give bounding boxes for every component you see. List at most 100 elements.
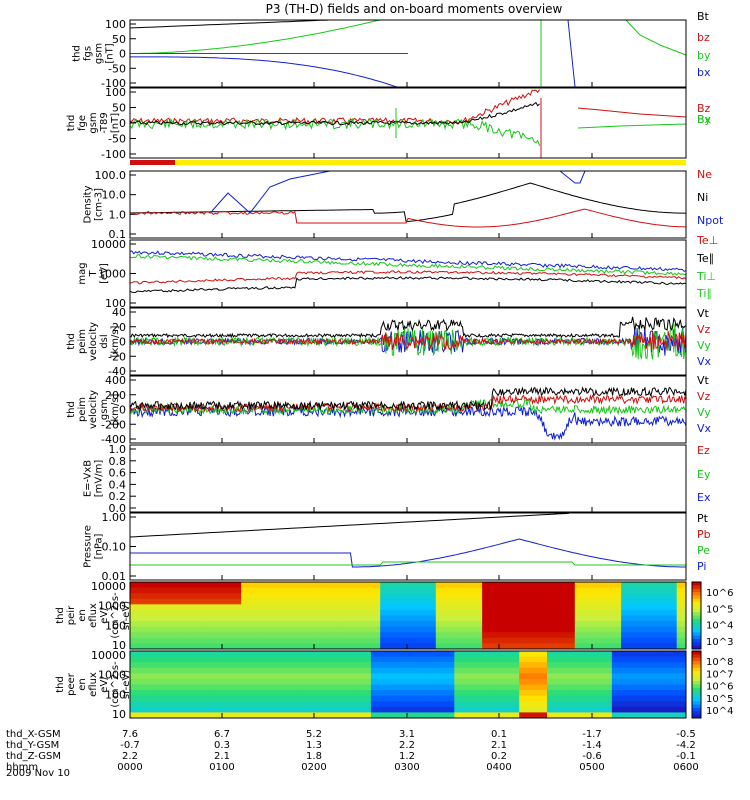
spectrogram-cell — [158, 593, 168, 599]
spectrogram-cell — [352, 593, 362, 599]
spectrogram-cell — [603, 621, 613, 627]
spectrogram-cell — [130, 668, 140, 674]
spectrogram-cell — [538, 690, 548, 696]
spectrogram-cell — [612, 593, 622, 599]
spectrogram-cell — [649, 657, 659, 663]
colorbar: 10^610^510^410^3 — [692, 582, 733, 650]
spectrogram-cell — [667, 668, 677, 674]
spectrogram-cell — [538, 627, 548, 633]
spectrogram-cell — [167, 632, 177, 638]
spectrogram-cell — [204, 673, 214, 679]
spectrogram-cell — [464, 685, 474, 691]
spectrogram-cell — [519, 662, 529, 668]
spectrogram-cell — [223, 690, 233, 696]
spectrogram-cell — [167, 685, 177, 691]
spectrogram-cell — [436, 610, 446, 616]
spectrogram-cell — [556, 582, 566, 588]
spectrogram-cell — [389, 673, 399, 679]
spectrogram-cell — [158, 627, 168, 633]
spectrogram-cell — [566, 593, 576, 599]
spectrogram-cell — [417, 651, 427, 657]
spectrogram-cell — [649, 604, 659, 610]
spectrogram-cell — [325, 638, 335, 644]
y-axis-label: thd — [66, 115, 77, 132]
spectrogram-cell — [473, 632, 483, 638]
spectrogram-cell — [427, 638, 437, 644]
spectrogram-cell — [658, 621, 668, 627]
spectrogram-cell — [213, 604, 223, 610]
spectrogram-cell — [260, 616, 270, 622]
spectrogram-cell — [389, 610, 399, 616]
spectrogram-cell — [658, 588, 668, 594]
spectrogram-cell — [352, 632, 362, 638]
spectrogram-cell — [630, 616, 640, 622]
spectrogram-cell — [352, 588, 362, 594]
spectrogram-cell — [260, 632, 270, 638]
spectrogram-cell — [677, 657, 687, 663]
spectrogram-cell — [640, 685, 650, 691]
spectrogram-cell — [575, 599, 585, 605]
spectrogram-cell — [241, 673, 251, 679]
spectrogram-cell — [213, 610, 223, 616]
spectrogram-cell — [223, 679, 233, 685]
spectrogram-cell — [269, 593, 279, 599]
spectrogram-cell — [528, 696, 538, 702]
spectrogram-cell — [352, 651, 362, 657]
spectrogram-cell — [167, 696, 177, 702]
spectrogram-cell — [186, 593, 196, 599]
spectrogram-cell — [501, 610, 511, 616]
spectrogram-cell — [204, 662, 214, 668]
spectrogram-cell — [510, 668, 520, 674]
spectrogram-cell — [501, 582, 511, 588]
spectrogram-cell — [510, 657, 520, 663]
spectrogram-cell — [445, 685, 455, 691]
spectrogram-cell — [630, 679, 640, 685]
spectrogram-cell — [649, 690, 659, 696]
spectrogram-cell — [519, 657, 529, 663]
spectrogram-cell — [677, 632, 687, 638]
spectrogram-cell — [445, 690, 455, 696]
spectrogram-cell — [186, 662, 196, 668]
spectrogram-cell — [213, 701, 223, 707]
spectrogram-cell — [519, 701, 529, 707]
spectrogram-cell — [640, 582, 650, 588]
spectrogram-cell — [556, 701, 566, 707]
colorbar-cell — [692, 639, 701, 643]
spectrogram-cell — [389, 696, 399, 702]
spectrogram-cell — [130, 657, 140, 663]
spectrogram-cell — [260, 621, 270, 627]
spectrogram-cell — [408, 610, 418, 616]
spectrogram-cell — [352, 690, 362, 696]
spectrogram-cell — [649, 685, 659, 691]
spectrogram-cell — [436, 668, 446, 674]
x-axis-value: 0600 — [673, 762, 698, 773]
colorbar-cell — [692, 661, 701, 665]
spectrogram-cell — [223, 632, 233, 638]
spectrogram-cell — [241, 604, 251, 610]
spectrogram-cell — [445, 696, 455, 702]
spectrogram-cell — [399, 616, 409, 622]
spectrogram-cell — [399, 651, 409, 657]
spectrogram-cell — [528, 616, 538, 622]
spectrogram-cell — [612, 701, 622, 707]
spectrogram-cell — [575, 621, 585, 627]
spectrogram-cell — [436, 588, 446, 594]
spectrogram-cell — [658, 632, 668, 638]
spectrogram-cell — [269, 627, 279, 633]
spectrogram-cell — [621, 696, 631, 702]
spectrogram-cell — [501, 668, 511, 674]
spectrogram-cell — [566, 679, 576, 685]
spectrogram-cell — [519, 679, 529, 685]
y-axis-label: thd — [66, 333, 77, 350]
spectrogram-cell — [158, 632, 168, 638]
spectrogram-cell — [510, 616, 520, 622]
spectrogram-cell — [195, 599, 205, 605]
spectrogram-cell — [649, 599, 659, 605]
spectrogram-cell — [371, 627, 381, 633]
spectrogram-cell — [649, 582, 659, 588]
spectrogram-cell — [584, 662, 594, 668]
spectrogram-cell — [427, 679, 437, 685]
spectrogram-cell — [547, 638, 557, 644]
spectrogram-cell — [176, 638, 186, 644]
spectrogram-cell — [584, 593, 594, 599]
